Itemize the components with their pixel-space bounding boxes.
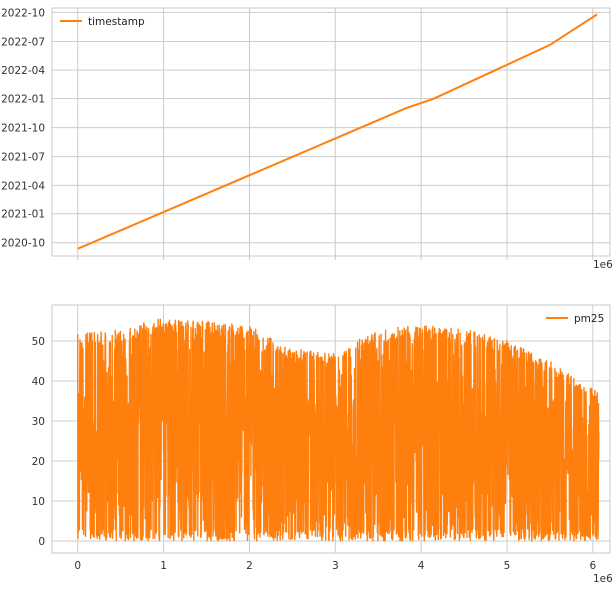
pm25-y-tick-label: 50 [32, 336, 45, 348]
pm25-legend: pm25 [546, 313, 604, 325]
pm25-subplot: 0 10 20 30 40 50 0 1 2 3 4 5 6 pm25 1e6 [32, 304, 613, 585]
timestamp-y-tick-label: 2022-01 [1, 94, 45, 106]
timestamp-y-tick-label: 2022-07 [1, 36, 45, 48]
timestamp-y-tick-label: 2021-07 [1, 152, 45, 164]
timestamp-x-ticks [77, 256, 594, 260]
timestamp-series-group [77, 13, 598, 250]
timestamp-y-tick-label: 2021-10 [1, 123, 45, 135]
timestamp-plot-area [52, 8, 610, 256]
pm25-x-tick-label: 5 [504, 560, 511, 572]
timestamp-y-tick-label: 2020-10 [1, 238, 45, 250]
pm25-y-tick-label: 20 [32, 456, 45, 468]
timestamp-y-tick-label: 2022-04 [1, 65, 45, 77]
pm25-series-line [77, 318, 600, 542]
pm25-x-tick-label: 3 [332, 560, 339, 572]
pm25-x-tick-label: 4 [418, 560, 425, 572]
pm25-x-tick-label: 6 [589, 560, 596, 572]
pm25-y-tick-label: 10 [32, 496, 45, 508]
pm25-series-group [77, 318, 600, 542]
pm25-x-tick-labels: 0 1 2 3 4 5 6 [74, 560, 596, 572]
timestamp-subplot: 2020-10 2021-01 2021-04 2021-07 2021-10 2022-… [1, 7, 613, 271]
timestamp-legend-label: timestamp [88, 16, 145, 28]
timestamp-plot-frame [51, 7, 611, 257]
pm25-y-tick-label: 30 [32, 416, 45, 428]
timestamp-y-tick-labels: 2020-10 2021-01 2021-04 2021-07 2021-10 2022-… [1, 7, 45, 249]
pm25-legend-label: pm25 [574, 313, 604, 325]
pm25-x-tick-label: 2 [246, 560, 253, 572]
pm25-x-tick-label: 0 [74, 560, 81, 572]
pm25-y-tick-label: 40 [32, 376, 45, 388]
timestamp-y-tick-label: 2022-10 [1, 7, 45, 19]
timestamp-grid [52, 8, 610, 256]
pm25-x-tick-label: 1 [160, 560, 167, 572]
timestamp-y-tick-label: 2021-01 [1, 209, 45, 221]
pm25-y-tick-labels: 0 10 20 30 40 50 [32, 336, 45, 548]
timestamp-series-line [77, 13, 598, 250]
pm25-plot-frame [51, 304, 611, 554]
pm25-y-tick-label: 0 [38, 536, 45, 548]
timestamp-y-tick-label: 2021-04 [1, 180, 45, 192]
timestamp-x-offset-label: 1e6 [593, 259, 613, 271]
pm25-x-offset-label: 1e6 [593, 573, 613, 585]
timestamp-legend: timestamp [60, 16, 145, 28]
